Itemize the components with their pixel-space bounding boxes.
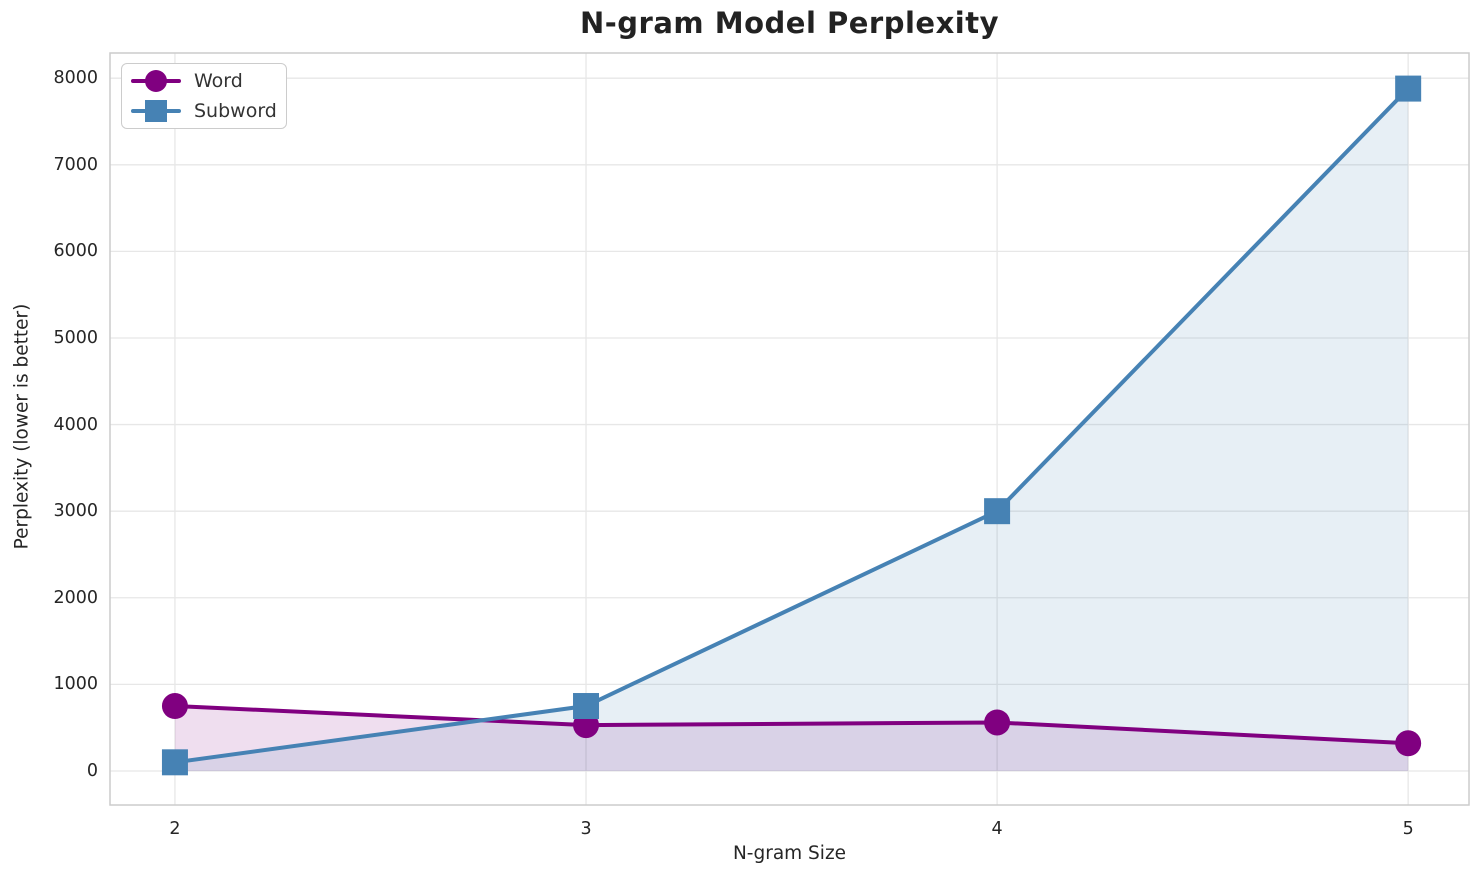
- y-tick-label: 6000: [53, 241, 98, 262]
- x-tick-label: 5: [1402, 819, 1414, 839]
- y-tick-label: 4000: [53, 414, 98, 435]
- subword-marker: [984, 498, 1011, 525]
- y-tick-label: 7000: [53, 154, 98, 175]
- subword-area-fill: [174, 88, 1409, 771]
- y-tick-label: 0: [86, 760, 98, 781]
- word-marker: [984, 709, 1011, 736]
- y-tick-label: 3000: [53, 501, 98, 522]
- word-legend-marker-icon: [145, 70, 167, 92]
- word-marker: [161, 693, 188, 720]
- subword-legend-marker-icon: [145, 100, 167, 122]
- chart-title: N-gram Model Perplexity: [579, 6, 999, 40]
- y-tick-label: 5000: [53, 327, 98, 348]
- y-tick-label: 2000: [53, 587, 98, 608]
- x-axis-label: N-gram Size: [732, 843, 847, 864]
- word-line: [172, 704, 1411, 746]
- subword-marker: [573, 693, 600, 720]
- legend: Word Subword: [121, 63, 287, 129]
- legend-label-subword: Subword: [194, 100, 277, 122]
- y-tick-label: 8000: [53, 68, 98, 89]
- y-tick-label: 1000: [53, 674, 98, 695]
- x-tick-label: 2: [169, 819, 181, 839]
- word-line-marker-sample: [131, 70, 181, 92]
- subword-marker: [161, 749, 188, 776]
- plot-background: [110, 53, 1469, 805]
- subword-marker: [1395, 75, 1422, 102]
- legend-item-word: Word: [130, 66, 278, 96]
- legend-item-subword: Subword: [130, 96, 278, 126]
- x-tick-label: 3: [580, 819, 592, 839]
- subword-line: [172, 86, 1411, 765]
- axes-spine: [109, 52, 1470, 806]
- x-tick-label: 4: [991, 819, 1003, 839]
- subword-line-marker-sample: [131, 100, 181, 122]
- word-marker: [1395, 730, 1422, 757]
- legend-label-word: Word: [194, 70, 243, 92]
